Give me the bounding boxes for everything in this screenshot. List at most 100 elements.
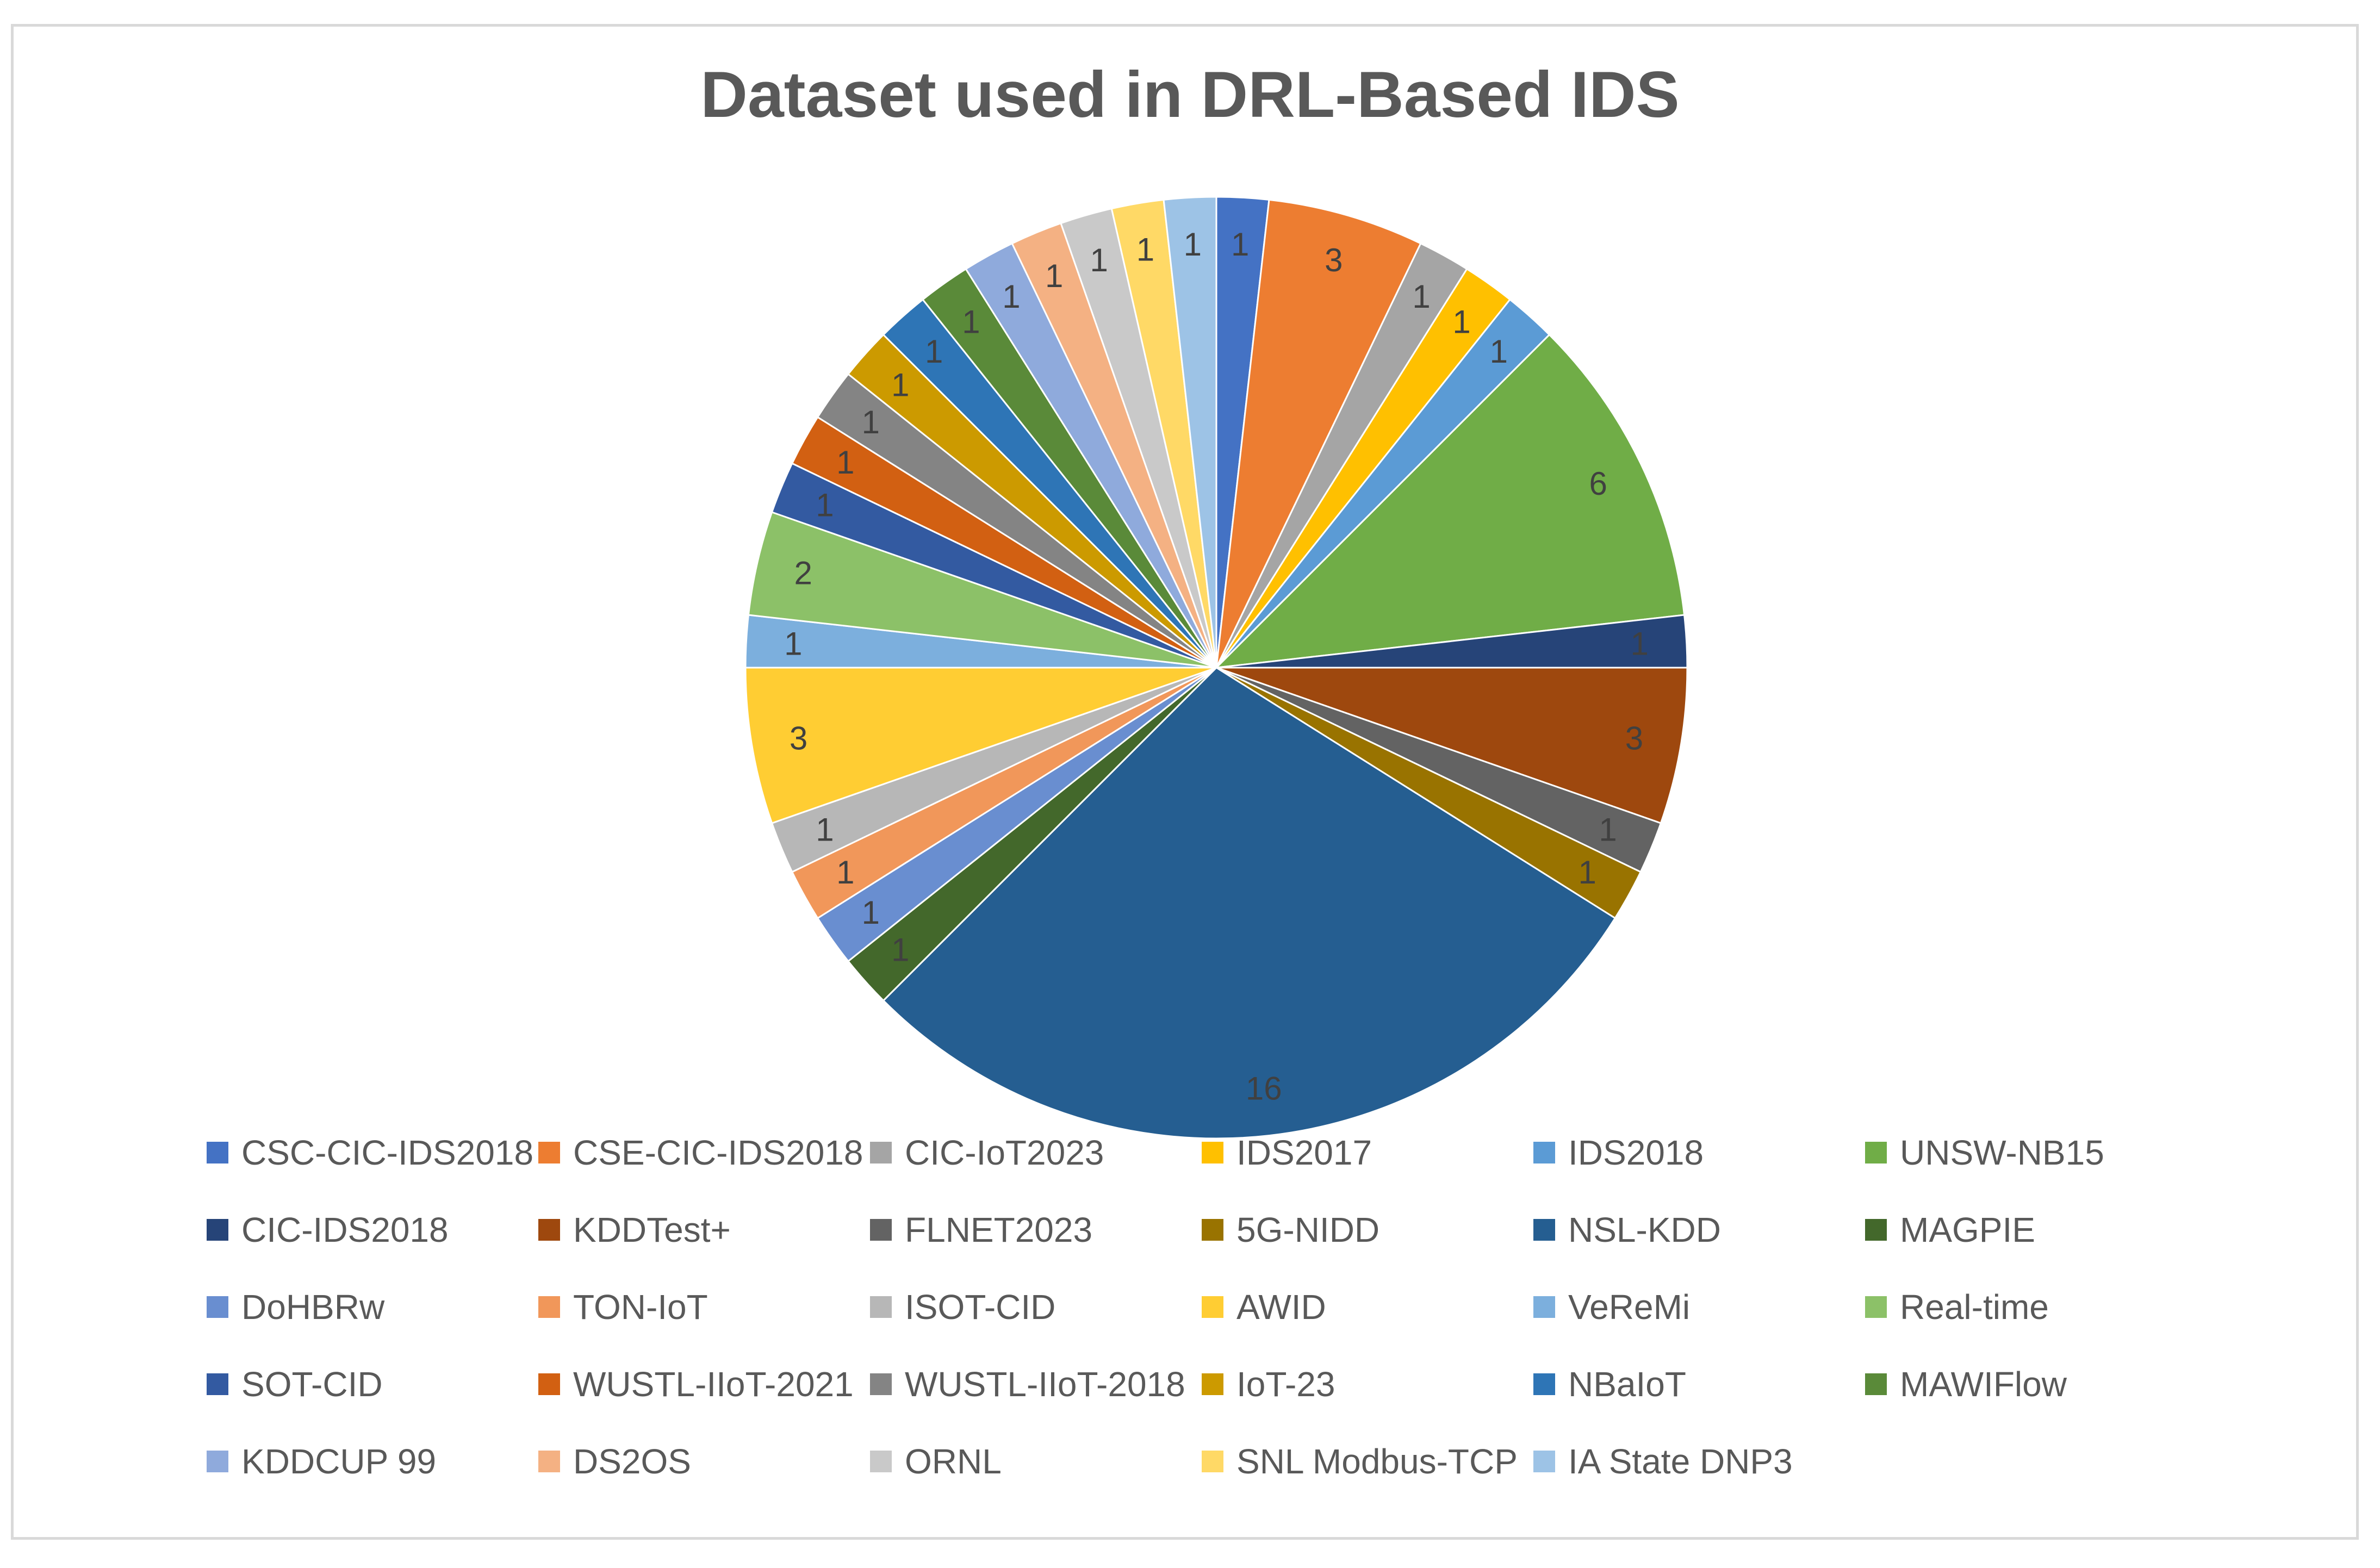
legend-label: AWID xyxy=(1236,1287,1326,1327)
legend-item: IoT-23 xyxy=(1202,1360,1335,1409)
data-label: 1 xyxy=(1231,226,1249,263)
legend-swatch xyxy=(1202,1373,1223,1395)
legend-item: DoHBRw xyxy=(207,1283,384,1331)
pie-slice-ia-state-dnp3 xyxy=(1163,196,1217,668)
legend-label: DoHBRw xyxy=(241,1287,385,1327)
legend-swatch xyxy=(870,1451,892,1472)
legend-swatch xyxy=(1533,1373,1555,1395)
legend-swatch xyxy=(1865,1219,1887,1241)
legend-label: IA State DNP3 xyxy=(1568,1442,1793,1481)
data-label: 1 xyxy=(836,444,854,481)
legend-item: TON-IoT xyxy=(538,1283,708,1331)
legend-swatch xyxy=(1533,1296,1555,1318)
legend-label: MAGPIE xyxy=(1900,1210,2035,1249)
data-label: 1 xyxy=(1002,278,1020,315)
legend-label: CSC-CIC-IDS2018 xyxy=(241,1133,534,1172)
legend-label: ORNL xyxy=(905,1442,1002,1481)
legend-swatch xyxy=(207,1219,228,1241)
data-label: 1 xyxy=(891,931,909,968)
legend-item: UNSW-NB15 xyxy=(1865,1128,2104,1177)
data-label: 1 xyxy=(862,894,880,931)
data-label: 1 xyxy=(1490,333,1508,370)
legend-swatch xyxy=(538,1373,560,1395)
legend-item: AWID xyxy=(1202,1283,1326,1331)
legend-item: IDS2017 xyxy=(1202,1128,1372,1177)
data-label: 1 xyxy=(1045,258,1063,294)
legend-label: IoT-23 xyxy=(1236,1365,1335,1404)
legend-item: WUSTL-IIoT-2018 xyxy=(870,1360,1185,1409)
legend-swatch xyxy=(870,1219,892,1241)
legend-item: IDS2018 xyxy=(1533,1128,1704,1177)
legend-item: CSC-CIC-IDS2018 xyxy=(207,1128,533,1177)
data-label: 1 xyxy=(1412,278,1430,315)
data-label: 6 xyxy=(1589,465,1607,502)
legend-item: VeReMi xyxy=(1533,1283,1690,1331)
legend-swatch xyxy=(538,1451,560,1472)
legend-label: SNL Modbus-TCP xyxy=(1236,1442,1518,1481)
legend-label: ISOT-CID xyxy=(905,1287,1056,1327)
legend-label: VeReMi xyxy=(1568,1287,1691,1327)
data-label: 3 xyxy=(1325,242,1343,278)
data-label: 1 xyxy=(1184,226,1202,263)
data-label: 3 xyxy=(790,720,807,757)
legend-label: FLNET2023 xyxy=(905,1210,1093,1249)
legend-label: KDDCUP 99 xyxy=(241,1442,437,1481)
chart-title: Dataset used in DRL-Based IDS xyxy=(700,58,1680,131)
data-label: 1 xyxy=(1630,625,1648,662)
data-label: 16 xyxy=(1246,1070,1282,1106)
legend-item: CIC-IoT2023 xyxy=(870,1128,1104,1177)
data-label: 2 xyxy=(794,555,812,592)
legend-item: MAWIFlow xyxy=(1865,1360,2067,1409)
legend-swatch xyxy=(538,1142,560,1163)
legend-swatch xyxy=(1865,1142,1887,1163)
legend-swatch xyxy=(1865,1296,1887,1318)
legend-label: DS2OS xyxy=(573,1442,691,1481)
legend-swatch xyxy=(870,1142,892,1163)
data-label: 1 xyxy=(836,854,854,891)
legend-swatch xyxy=(1202,1142,1223,1163)
legend-swatch xyxy=(1202,1219,1223,1241)
legend-swatch xyxy=(1202,1451,1223,1472)
pie-slice-cse-cic-ids2018 xyxy=(1215,198,1422,668)
legend-item: WUSTL-IIoT-2021 xyxy=(538,1360,854,1409)
legend-item: Real-time xyxy=(1865,1283,2049,1331)
legend-swatch xyxy=(207,1373,228,1395)
legend-item: ISOT-CID xyxy=(870,1283,1055,1331)
data-label: 1 xyxy=(1136,232,1154,268)
legend-label: Real-time xyxy=(1900,1287,2049,1327)
legend-label: NBaIoT xyxy=(1568,1365,1686,1404)
legend-label: CIC-IoT2023 xyxy=(905,1133,1104,1172)
legend-item: 5G-NIDD xyxy=(1202,1205,1379,1254)
pie-slice-nsl-kdd xyxy=(882,667,1617,1140)
legend-item: NSL-KDD xyxy=(1533,1205,1721,1254)
pie-slice-kddtest- xyxy=(1216,667,1688,824)
legend-swatch xyxy=(870,1296,892,1318)
legend-label: IDS2017 xyxy=(1236,1133,1372,1172)
legend-swatch xyxy=(1865,1373,1887,1395)
legend-label: TON-IoT xyxy=(573,1287,708,1327)
data-label: 1 xyxy=(1599,811,1617,848)
legend-label: 5G-NIDD xyxy=(1236,1210,1380,1249)
legend-label: IDS2018 xyxy=(1568,1133,1704,1172)
legend-swatch xyxy=(538,1296,560,1318)
legend-swatch xyxy=(1533,1451,1555,1472)
legend-item: CIC-IDS2018 xyxy=(207,1205,449,1254)
legend-label: CSE-CIC-IDS2018 xyxy=(573,1133,863,1172)
legend-item: KDDTest+ xyxy=(538,1205,731,1254)
legend-label: WUSTL-IIoT-2021 xyxy=(573,1365,854,1404)
data-label: 1 xyxy=(1452,303,1470,340)
legend-item: ORNL xyxy=(870,1437,1002,1486)
legend-label: NSL-KDD xyxy=(1568,1210,1721,1249)
data-label: 1 xyxy=(784,625,802,662)
legend-swatch xyxy=(1202,1296,1223,1318)
legend-label: UNSW-NB15 xyxy=(1900,1133,2104,1172)
legend-label: SOT-CID xyxy=(241,1365,383,1404)
legend-swatch xyxy=(207,1296,228,1318)
data-label: 1 xyxy=(891,367,909,403)
data-label: 1 xyxy=(1090,242,1108,278)
pie-slice-unsw-nb15 xyxy=(1214,333,1686,669)
legend-swatch xyxy=(207,1451,228,1472)
pie-slice-awid xyxy=(744,667,1217,824)
legend-item: KDDCUP 99 xyxy=(207,1437,436,1486)
